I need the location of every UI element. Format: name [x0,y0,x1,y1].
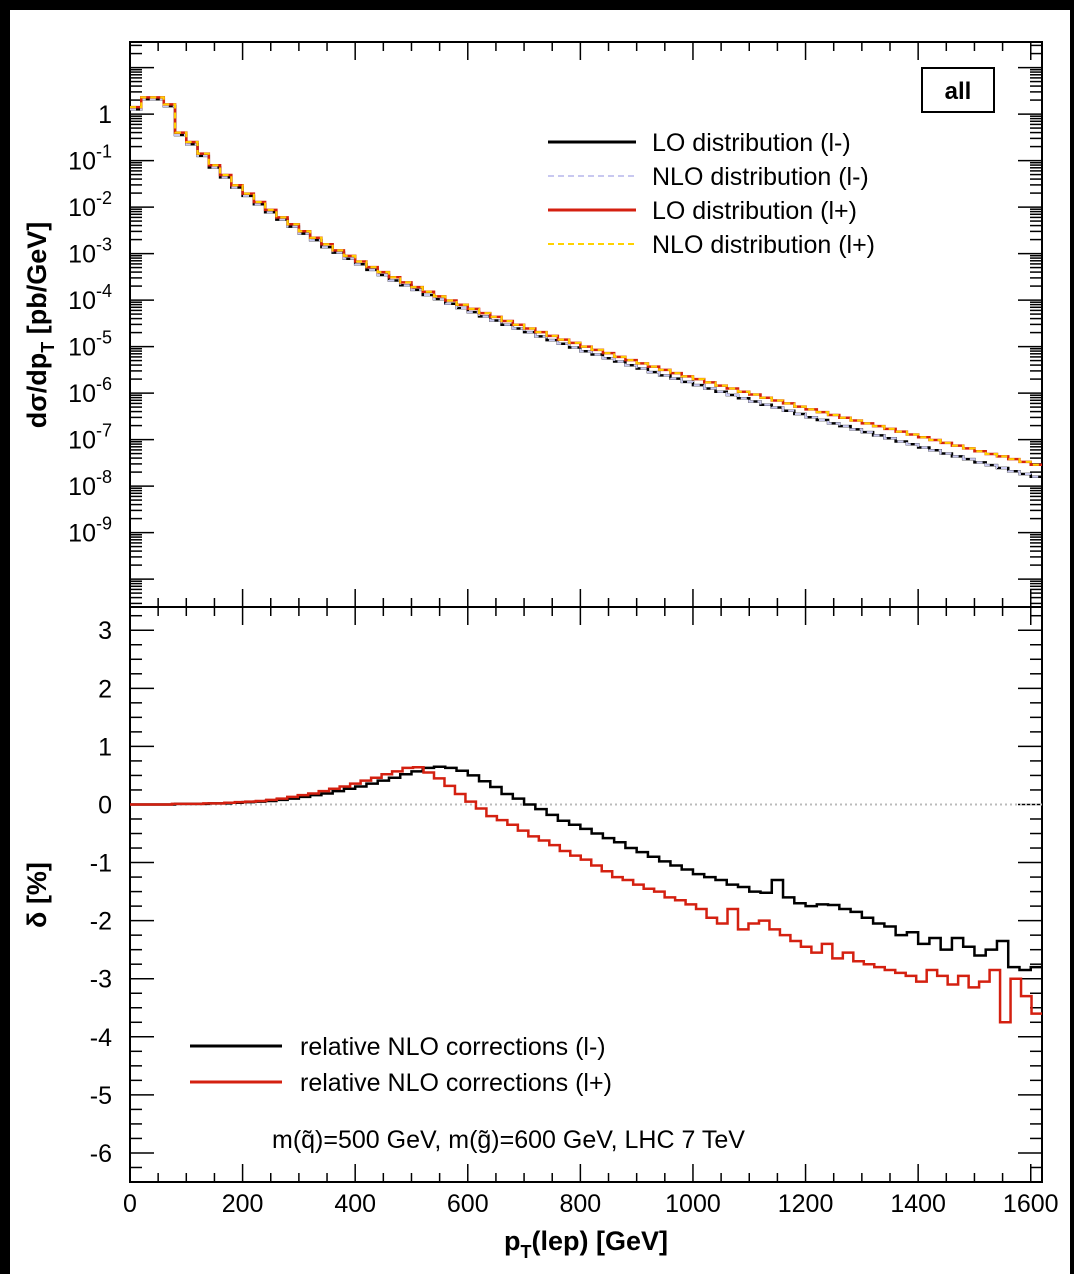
top-y-ticks [129,42,1042,607]
bottom-y-tick-label: 3 [98,617,112,645]
x-axis-title-unit: (lep) [GeV] [531,1226,668,1256]
bottom-ticks [129,607,1042,1183]
x-tick-label: 1400 [890,1190,946,1218]
x-tick-label: 800 [560,1190,602,1218]
bottom-y-tick-label: 0 [98,791,112,819]
top-y-tick-label-exp: -2 [96,188,112,208]
top-y-tick-label-base: 10 [68,520,96,548]
bottom-y-tick-label: 2 [98,675,112,703]
top-y-axis-title-main: dσ/dp [22,353,52,428]
top-y-tick-label-base: 10 [68,473,96,501]
top-y-tick-label-base: 10 [68,334,96,362]
top-legend: LO distribution (l-) NLO distribution (l-… [548,129,875,259]
bottom-y-tick-label: -3 [90,966,112,994]
correction-panel: 3 2 1 0 -1 -2 -3 -4 -5 -6 0 200 400 600 800 1000 1200 14… [22,606,1059,1262]
top-y-tick-label-exp: -5 [96,328,112,348]
model-annotation: m(q̃)=500 GeV, m(g̃)=600 GeV, LHC 7 TeV [272,1126,745,1154]
bottom-y-tick-label: -2 [90,908,112,936]
top-y-axis-title: dσ/dpT [pb/GeV] [22,222,58,428]
top-y-tick-label: 10-2 [68,188,112,222]
top-y-tick-labels: 110-110-210-310-410-510-610-710-810-9 [68,101,112,548]
top-y-tick-label: 10-1 [68,142,112,176]
top-y-tick-label: 10-3 [68,235,112,269]
bottom-series-group [130,765,1042,1024]
x-axis-title-sub: T [520,1242,531,1262]
top-series-line-4 [130,96,1042,466]
bottom-y-tick-labels: 3 2 1 0 -1 -2 -3 -4 -5 -6 [90,617,112,1168]
bottom-series-line-1 [130,765,1042,972]
top-y-tick-label: 10-9 [68,514,112,548]
x-tick-label: 600 [447,1190,489,1218]
top-y-tick-label: 1 [98,101,112,129]
top-y-tick-label: 10-6 [68,374,112,408]
top-legend-label: NLO distribution (l+) [652,231,875,259]
bottom-y-tick-label: -5 [90,1082,112,1110]
bottom-legend-label: relative NLO corrections (l+) [300,1069,612,1097]
region-badge-text: all [945,78,972,105]
top-series-group [130,96,1042,479]
bottom-legend-label: relative NLO corrections (l-) [300,1033,606,1061]
top-y-tick-label-base: 10 [68,241,96,269]
top-y-tick-label-base: 1 [98,101,112,129]
bottom-y-tick-label: 1 [98,733,112,761]
x-tick-label: 200 [222,1190,264,1218]
bottom-y-axis-title: δ [%] [22,862,52,928]
top-y-tick-label-base: 10 [68,148,96,176]
top-y-tick-label-base: 10 [68,380,96,408]
top-y-tick-label: 10-4 [68,281,112,315]
top-y-tick-label-base: 10 [68,427,96,455]
bottom-y-tick-label: -1 [90,850,112,878]
top-y-tick-label: 10-5 [68,328,112,362]
top-y-tick-label: 10-8 [68,467,112,501]
top-y-tick-label-base: 10 [68,194,96,222]
top-y-tick-label-exp: -8 [96,467,112,487]
x-tick-label: 1600 [1003,1190,1059,1218]
x-tick-label: 1000 [665,1190,721,1218]
top-y-tick-label-exp: -3 [96,235,112,255]
x-tick-label: 0 [123,1190,137,1218]
top-y-axis-title-unit: [pb/GeV] [22,222,52,342]
top-y-tick-label-exp: -4 [96,281,112,301]
top-legend-label: LO distribution (l-) [652,129,851,157]
top-y-tick-label-exp: -6 [96,374,112,394]
top-y-tick-label-exp: -9 [96,514,112,534]
top-y-axis-title-sub: T [38,342,58,353]
x-axis-title: pT(lep) [GeV] [504,1226,668,1262]
x-axis-title-main: p [504,1226,521,1256]
region-badge-box [921,67,995,113]
top-legend-label: LO distribution (l+) [652,197,857,225]
distribution-panel: 110-110-210-310-410-510-610-710-810-9 al… [22,41,1043,608]
top-legend-label: NLO distribution (l-) [652,163,869,191]
bottom-y-tick-label: -4 [90,1024,112,1052]
bottom-series-line-2 [130,766,1042,1024]
bottom-y-tick-label: -6 [90,1140,112,1168]
x-tick-label: 1200 [778,1190,834,1218]
top-y-tick-label: 10-7 [68,421,112,455]
x-tick-label: 400 [334,1190,376,1218]
top-y-tick-label-exp: -7 [96,421,112,441]
x-tick-labels: 0 200 400 600 800 1000 1200 1400 1600 [123,1190,1059,1218]
top-y-tick-label-base: 10 [68,287,96,315]
bottom-plot-frame [129,606,1043,1183]
bottom-legend: relative NLO corrections (l-) relative NL… [190,1033,612,1097]
top-y-tick-label-exp: -1 [96,142,112,162]
top-plot-frame [129,41,1043,608]
